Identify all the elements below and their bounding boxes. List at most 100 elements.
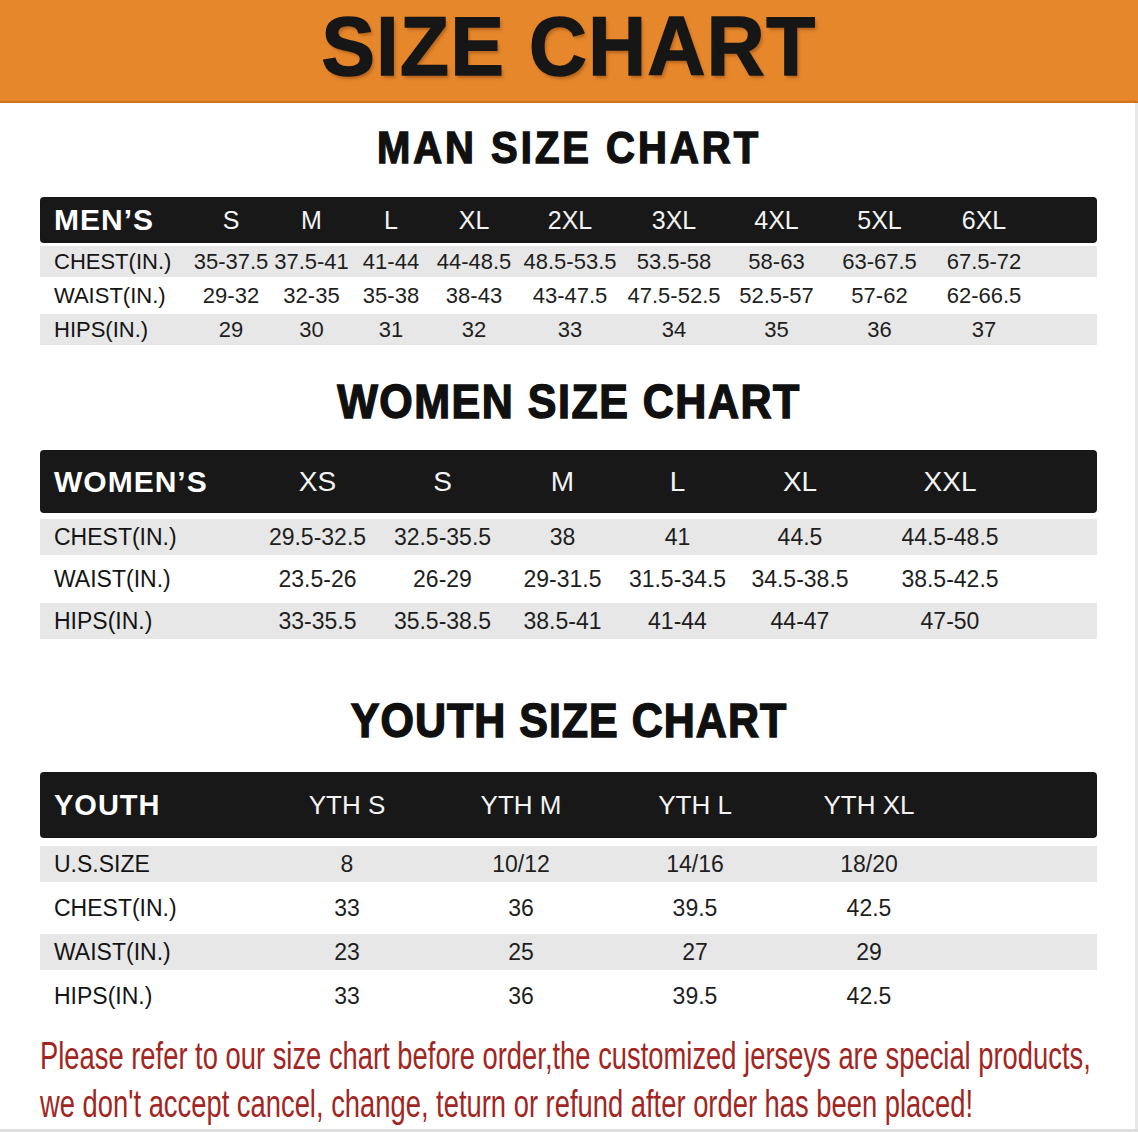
size-value: 53.5-58 <box>623 246 725 277</box>
size-column-header: 2XL <box>517 197 623 243</box>
row-label: WAIST(IN.) <box>40 280 190 311</box>
size-value: 36 <box>434 978 608 1014</box>
size-column-header: 5XL <box>828 197 931 243</box>
size-value: 8 <box>260 846 434 882</box>
size-value: 58-63 <box>725 246 828 277</box>
measurement-row: CHEST(IN.)35-37.537.5-4141-4444-48.548.5… <box>40 246 1097 277</box>
size-value: 23.5-26 <box>255 561 380 597</box>
size-column-header: XXL <box>865 450 1035 513</box>
measurement-row: HIPS(IN.)293031323334353637 <box>40 314 1097 345</box>
header-row: YOUTHYTH SYTH MYTH LYTH XL <box>40 772 1097 838</box>
row-label: WAIST(IN.) <box>40 934 260 970</box>
size-value: 33-35.5 <box>255 603 380 639</box>
man-section-heading-text: MAN SIZE CHART <box>377 122 761 172</box>
size-value: 38 <box>505 519 620 555</box>
size-column-header: YTH M <box>434 772 608 838</box>
measurement-row: U.S.SIZE810/1214/1618/20 <box>40 846 1097 882</box>
size-value: 31.5-34.5 <box>620 561 735 597</box>
size-value: 32.5-35.5 <box>380 519 505 555</box>
size-value: 38.5-41 <box>505 603 620 639</box>
size-value: 29 <box>190 314 272 345</box>
spacer-cell <box>956 890 1097 926</box>
size-value: 67.5-72 <box>931 246 1037 277</box>
size-column-header: L <box>620 450 735 513</box>
size-value: 44.5 <box>735 519 865 555</box>
disclaimer-line-2: we don't accept cancel, change, teturn o… <box>40 1080 1138 1128</box>
size-value: 39.5 <box>608 890 782 926</box>
row-label: CHEST(IN.) <box>40 246 190 277</box>
size-column-header: M <box>272 197 351 243</box>
measurement-row: CHEST(IN.)333639.542.5 <box>40 890 1097 926</box>
row-label: WAIST(IN.) <box>40 561 255 597</box>
row-label: CHEST(IN.) <box>40 519 255 555</box>
measurement-row: WAIST(IN.)29-3232-3535-3838-4343-47.547.… <box>40 280 1097 311</box>
size-value: 37.5-41 <box>272 246 351 277</box>
size-value: 29-32 <box>190 280 272 311</box>
measurement-row: HIPS(IN.)33-35.535.5-38.538.5-4141-4444-… <box>40 603 1097 639</box>
size-value: 26-29 <box>380 561 505 597</box>
size-column-header: YTH XL <box>782 772 956 838</box>
size-value: 57-62 <box>828 280 931 311</box>
spacer-cell <box>956 978 1097 1014</box>
size-value: 27 <box>608 934 782 970</box>
spacer-cell <box>956 772 1097 838</box>
size-value: 36 <box>434 890 608 926</box>
spacer-cell <box>1035 561 1097 597</box>
spacer-cell <box>1037 246 1097 277</box>
size-value: 32-35 <box>272 280 351 311</box>
spacer-cell <box>1037 280 1097 311</box>
size-value: 48.5-53.5 <box>517 246 623 277</box>
size-value: 44-47 <box>735 603 865 639</box>
size-value: 47.5-52.5 <box>623 280 725 311</box>
size-value: 39.5 <box>608 978 782 1014</box>
size-column-header: M <box>505 450 620 513</box>
measurement-row: WAIST(IN.)23.5-2626-2929-31.531.5-34.534… <box>40 561 1097 597</box>
size-value: 34 <box>623 314 725 345</box>
row-label: HIPS(IN.) <box>40 603 255 639</box>
size-value: 33 <box>260 890 434 926</box>
table-title: YOUTH <box>40 772 260 838</box>
youth-size-table: YOUTHYTH SYTH MYTH LYTH XL U.S.SIZE810/12… <box>40 764 1097 1022</box>
size-value: 35 <box>725 314 828 345</box>
row-label: HIPS(IN.) <box>40 314 190 345</box>
size-value: 30 <box>272 314 351 345</box>
size-value: 37 <box>931 314 1037 345</box>
women-size-table: WOMEN’SXSSMLXLXXLCHEST(IN.)29.5-32.532.5… <box>40 444 1097 645</box>
measurement-row: HIPS(IN.)333639.542.5 <box>40 978 1097 1014</box>
size-value: 38-43 <box>431 280 517 311</box>
size-value: 31 <box>351 314 431 345</box>
size-value: 47-50 <box>865 603 1035 639</box>
size-value: 44-48.5 <box>431 246 517 277</box>
size-value: 41 <box>620 519 735 555</box>
size-value: 32 <box>431 314 517 345</box>
disclaimer-line-1: Please refer to our size chart before or… <box>40 1032 1138 1080</box>
size-chart-page: SIZE CHART MAN SIZE CHART MEN’SSMLXL2XL3… <box>0 0 1138 1132</box>
header-row: WOMEN’SXSSMLXLXXL <box>40 450 1097 513</box>
size-value: 33 <box>260 978 434 1014</box>
man-size-table: MEN’SSMLXL2XL3XL4XL5XL6XLCHEST(IN.)35-37… <box>40 194 1097 348</box>
spacer-cell <box>956 934 1097 970</box>
size-value: 23 <box>260 934 434 970</box>
size-column-header: 6XL <box>931 197 1037 243</box>
size-column-header: S <box>190 197 272 243</box>
size-column-header: YTH L <box>608 772 782 838</box>
banner: SIZE CHART <box>0 0 1138 103</box>
youth-section-heading: YOUTH SIZE CHART <box>0 696 1138 744</box>
table-title: MEN’S <box>40 197 190 243</box>
spacer-cell <box>1035 603 1097 639</box>
spacer-cell <box>1035 450 1097 513</box>
spacer-cell <box>1035 519 1097 555</box>
size-value: 35.5-38.5 <box>380 603 505 639</box>
row-label: CHEST(IN.) <box>40 890 260 926</box>
row-label: U.S.SIZE <box>40 846 260 882</box>
size-column-header: XL <box>431 197 517 243</box>
size-value: 42.5 <box>782 978 956 1014</box>
size-column-header: XL <box>735 450 865 513</box>
man-section-heading: MAN SIZE CHART <box>0 123 1138 171</box>
size-value: 52.5-57 <box>725 280 828 311</box>
size-column-header: 3XL <box>623 197 725 243</box>
size-value: 18/20 <box>782 846 956 882</box>
header-row: MEN’SSMLXL2XL3XL4XL5XL6XL <box>40 197 1097 243</box>
size-value: 36 <box>828 314 931 345</box>
size-value: 35-38 <box>351 280 431 311</box>
